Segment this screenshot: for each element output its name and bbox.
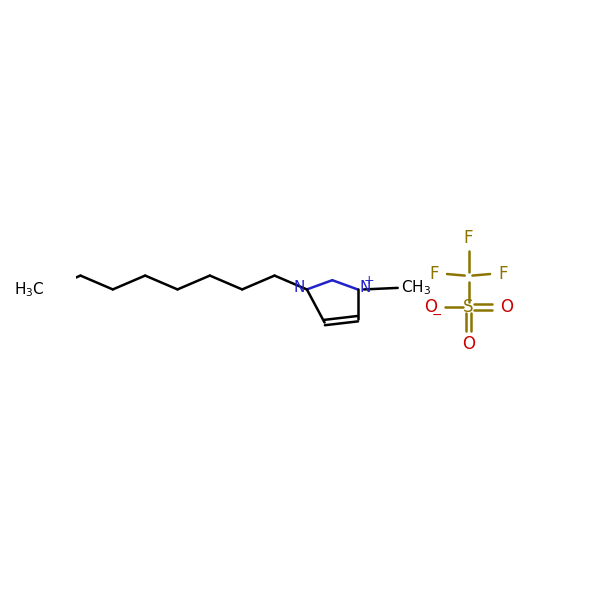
Text: O: O	[462, 335, 475, 353]
Text: N: N	[359, 280, 371, 296]
Text: +: +	[363, 274, 374, 287]
Text: O: O	[424, 298, 437, 316]
Text: F: F	[464, 229, 473, 247]
Text: CH$_3$: CH$_3$	[401, 278, 431, 297]
Text: F: F	[499, 265, 508, 283]
Text: N: N	[294, 280, 305, 296]
Text: F: F	[429, 265, 439, 283]
Text: −: −	[432, 309, 442, 322]
Text: O: O	[500, 298, 513, 316]
Text: S: S	[464, 298, 474, 316]
Text: H$_3$C: H$_3$C	[14, 280, 45, 299]
